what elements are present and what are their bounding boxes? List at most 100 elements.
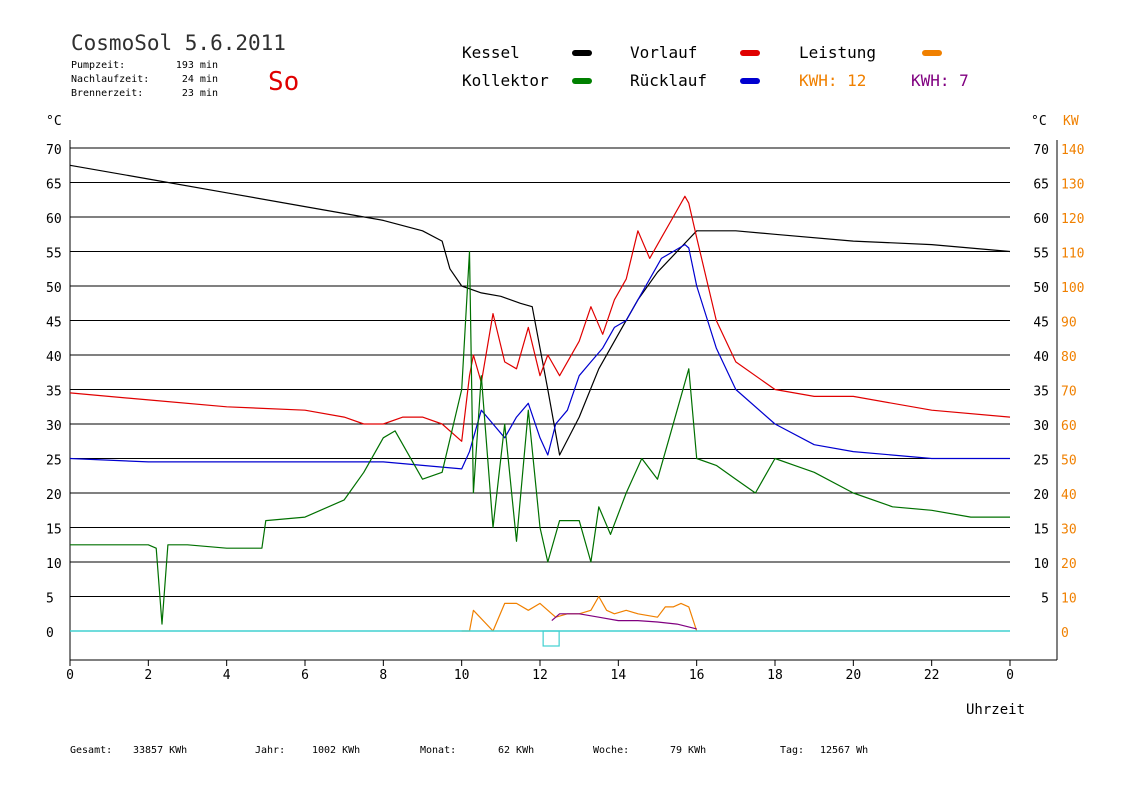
y-ticks-right: 5 10 15 20 25 30 35 40 45 50 55 60 65 70: [1033, 143, 1049, 607]
series-kessel-line: [69, 164, 1011, 456]
baseline-marker: [542, 630, 560, 647]
y-tick-left: 20: [46, 488, 62, 503]
y-tick-kw: 20: [1061, 557, 1077, 572]
y-ticks-kw: 0 10 20 30 40 50 60 70 80 90 100 110 120 130 140: [1061, 143, 1084, 641]
x-tick-label: 2: [144, 668, 152, 683]
y-tick-left: 60: [46, 212, 62, 227]
y-tick-left: 45: [46, 316, 62, 331]
y-axis-label-kw: KW: [1063, 114, 1079, 129]
stat-value-brennerzeit: 23 min: [182, 88, 218, 99]
y-tick-kw: 10: [1061, 592, 1077, 607]
legend-label-ruecklauf: Rücklauf: [630, 71, 707, 90]
y-tick-kw: 70: [1061, 385, 1077, 400]
x-ticks: 0 2 4 6 8 10 12 14 16 18 20 22 0: [66, 660, 1014, 683]
y-tick-right: 25: [1033, 454, 1049, 469]
y-tick-left: 5: [46, 592, 54, 607]
y-tick-right: 70: [1033, 143, 1049, 158]
legend-swatch-kollektor: [572, 78, 592, 84]
legend-swatch-kessel: [572, 50, 592, 56]
y-ticks-left: 0 5 10 15 20 25 30 35 40 45 50 55 60 65 70: [46, 143, 62, 641]
series-kollektor-line: [70, 250, 1010, 625]
y-tick-left: 25: [46, 454, 62, 469]
y-tick-left: 15: [46, 523, 62, 538]
y-tick-left: 10: [46, 557, 62, 572]
y-tick-left: 35: [46, 385, 62, 400]
y-tick-kw: 0: [1061, 626, 1069, 641]
y-tick-right: 40: [1033, 350, 1049, 365]
x-tick-label: 4: [223, 668, 231, 683]
footer-label-gesamt: Gesamt:: [70, 745, 112, 756]
x-tick-label: 12: [532, 668, 548, 683]
legend: Kessel Vorlauf Leistung Kollektor Rückla…: [462, 43, 969, 90]
y-tick-right: 15: [1033, 523, 1049, 538]
y-tick-right: 10: [1033, 557, 1049, 572]
footer-value-tag: 12567 Wh: [820, 745, 868, 756]
y-tick-kw: 110: [1061, 247, 1084, 262]
x-tick-label: 18: [767, 668, 783, 683]
y-tick-left: 40: [46, 350, 62, 365]
y-tick-kw: 80: [1061, 350, 1077, 365]
day-label: So: [268, 67, 299, 97]
y-tick-right: 50: [1033, 281, 1049, 296]
stat-value-pumpzeit: 193 min: [176, 60, 218, 71]
axes: [69, 140, 1058, 661]
x-tick-label: 16: [689, 668, 705, 683]
x-tick-label: 22: [924, 668, 940, 683]
y-tick-left: 65: [46, 178, 62, 193]
y-axis-label-left: °C: [46, 114, 62, 129]
y-tick-right: 35: [1033, 385, 1049, 400]
chart-title: CosmoSol 5.6.2011: [71, 31, 286, 55]
footer-value-monat: 62 KWh: [498, 745, 534, 756]
y-tick-kw: 30: [1061, 523, 1077, 538]
x-tick-label: 0: [66, 668, 74, 683]
y-tick-kw: 120: [1061, 212, 1084, 227]
y-tick-right: 20: [1033, 488, 1049, 503]
legend-label-leistung: Leistung: [799, 43, 876, 62]
x-tick-label: 14: [611, 668, 627, 683]
y-tick-right: 60: [1033, 212, 1049, 227]
y-tick-kw: 100: [1061, 281, 1084, 296]
y-tick-kw: 40: [1061, 488, 1077, 503]
legend-label-kollektor: Kollektor: [462, 71, 549, 90]
legend-label-kessel: Kessel: [462, 43, 520, 62]
stat-label-brennerzeit: Brennerzeit:: [71, 88, 143, 99]
series-kwh-7-line: [551, 613, 697, 630]
y-tick-right: 45: [1033, 316, 1049, 331]
footer-label-woche: Woche:: [593, 745, 629, 756]
y-tick-left: 30: [46, 419, 62, 434]
x-tick-label: 8: [379, 668, 387, 683]
footer-value-jahr: 1002 KWh: [312, 745, 360, 756]
stat-value-nachlaufzeit: 24 min: [182, 74, 218, 85]
y-tick-right: 30: [1033, 419, 1049, 434]
legend-swatch-leistung: [922, 50, 942, 56]
series-r-cklauf-line: [69, 244, 1010, 470]
y-tick-left: 50: [46, 281, 62, 296]
y-tick-left: 55: [46, 247, 62, 262]
footer-label-jahr: Jahr:: [255, 745, 285, 756]
y-tick-kw: 90: [1061, 316, 1077, 331]
grid: [70, 147, 1010, 597]
x-tick-label: 20: [846, 668, 862, 683]
footer-label-monat: Monat:: [420, 745, 456, 756]
legend-swatch-vorlauf: [740, 50, 760, 56]
x-tick-label: 6: [301, 668, 309, 683]
footer-value-gesamt: 33857 KWh: [133, 745, 187, 756]
y-tick-left: 70: [46, 143, 62, 158]
x-tick-label: 10: [454, 668, 470, 683]
y-tick-right: 55: [1033, 247, 1049, 262]
legend-swatch-ruecklauf: [740, 78, 760, 84]
header-stats: Pumpzeit: 193 min Nachlaufzeit: 24 min B…: [71, 60, 218, 99]
y-axis-label-right: °C: [1031, 114, 1047, 129]
x-tick-label: 0: [1006, 668, 1014, 683]
y-tick-right: 65: [1033, 178, 1049, 193]
series-vorlauf-line: [69, 195, 1011, 442]
y-tick-kw: 50: [1061, 454, 1077, 469]
series: [69, 164, 1011, 632]
y-tick-kw: 140: [1061, 143, 1084, 158]
x-axis-label: Uhrzeit: [966, 702, 1025, 718]
legend-kwh-purple: KWH: 7: [911, 71, 969, 90]
y-tick-kw: 130: [1061, 178, 1084, 193]
legend-label-vorlauf: Vorlauf: [630, 43, 697, 62]
stat-label-nachlaufzeit: Nachlaufzeit:: [71, 74, 149, 85]
